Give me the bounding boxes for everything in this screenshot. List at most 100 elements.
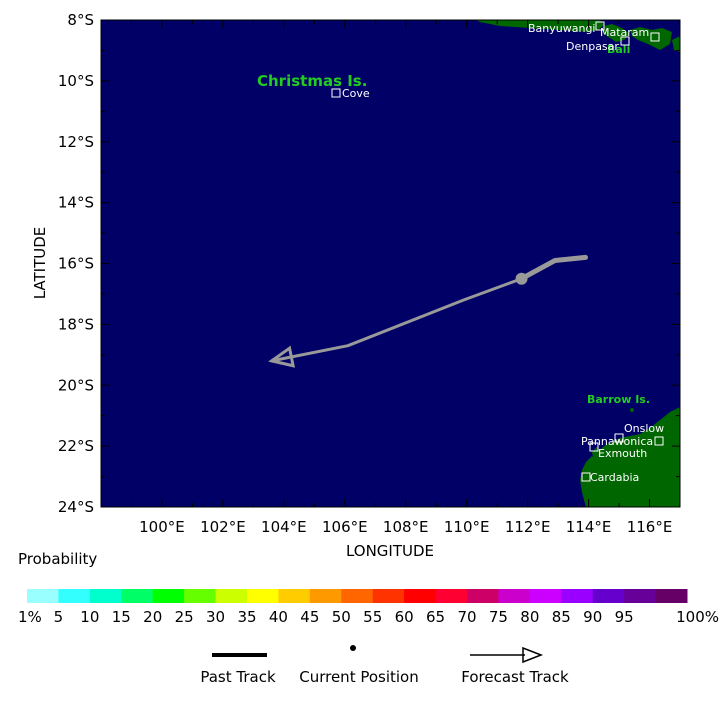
legend-scale-label: 65	[426, 608, 445, 626]
lat-tick-label: 14°S	[58, 194, 94, 212]
legend-color-swatch	[372, 589, 405, 603]
lat-tick-label: 20°S	[58, 376, 94, 394]
place-label-barrow: Barrow Is.	[587, 393, 650, 406]
legend-scale-label: 5	[54, 608, 64, 626]
lon-tick-label: 110°E	[444, 518, 490, 536]
legend-scale-label: 95	[615, 608, 634, 626]
legend-color-swatch	[184, 589, 217, 603]
legend-color-swatch	[341, 589, 374, 603]
legend-color-swatch	[592, 589, 625, 603]
legend-title: Probability	[18, 550, 97, 568]
place-label-exmouth: Exmouth	[598, 447, 647, 460]
legend-scale-label: 50	[332, 608, 351, 626]
legend-scale-label: 55	[363, 608, 382, 626]
past-track-line	[519, 254, 589, 282]
legend-scale-label: 45	[300, 608, 319, 626]
current-position-marker	[515, 272, 528, 285]
legend-scale-label: 1%	[18, 608, 42, 626]
lon-tick-label: 114°E	[566, 518, 612, 536]
lat-tick-label: 22°S	[58, 437, 94, 455]
legend-scale-label: 20	[143, 608, 162, 626]
legend-color-swatch	[404, 589, 437, 603]
land-australia	[580, 407, 680, 507]
current-position-key-label: Current Position	[299, 668, 419, 686]
legend-color-swatch	[498, 589, 531, 603]
lon-tick-label: 100°E	[139, 518, 185, 536]
forecast-track-key-label: Forecast Track	[461, 668, 569, 686]
legend-color-swatch	[529, 589, 562, 603]
lat-tick-label: 8°S	[67, 11, 94, 29]
city-marker-cardabia	[581, 472, 591, 482]
legend-color-swatch	[655, 589, 688, 603]
lon-tick-label: 116°E	[627, 518, 673, 536]
legend-scale-label: 100%	[676, 608, 719, 626]
legend-color-swatch	[467, 589, 499, 603]
past-track-key-label: Past Track	[200, 668, 276, 686]
place-label-banyuwangi: Banyuwangi	[528, 22, 596, 35]
legend-scale-label: 10	[80, 608, 99, 626]
lat-tick-label: 12°S	[58, 133, 94, 151]
x-axis-label: LONGITUDE	[346, 542, 434, 560]
place-label-denpasar: Denpasar	[566, 40, 619, 53]
legend-color-swatch	[89, 589, 122, 603]
lat-tick-label: 18°S	[58, 315, 94, 333]
lon-tick-label: 112°E	[505, 518, 551, 536]
ocean-area	[101, 20, 680, 507]
legend-color-swatch	[247, 589, 279, 603]
place-label-onslow: Onslow	[624, 422, 664, 435]
place-labels: Christmas Is. Barrow Is. Bali Cove Banyuwang…	[257, 21, 664, 484]
land-group	[476, 20, 680, 507]
lat-tick-label: 10°S	[58, 72, 94, 90]
lon-tick-label: 104°E	[261, 518, 307, 536]
city-marker-exmouth	[589, 442, 599, 452]
legend-color-swatch	[561, 589, 594, 603]
place-label-cardabia: Cardabia	[590, 471, 639, 484]
forecast-track-line	[271, 277, 523, 363]
place-label-mataram: Mataram	[600, 26, 649, 39]
legend-color-swatch	[624, 589, 657, 603]
place-label-cove: Cove	[342, 87, 370, 100]
legend-color-swatch	[152, 589, 185, 603]
legend-scale-label: 40	[269, 608, 288, 626]
legend-scale-label: 90	[583, 608, 602, 626]
legend-scale-label: 25	[175, 608, 194, 626]
legend-scale-label: 30	[206, 608, 225, 626]
legend-color-swatch	[435, 589, 468, 603]
legend-scale-label: 60	[395, 608, 414, 626]
legend-scale-label: 15	[112, 608, 131, 626]
city-marker-denpasar	[620, 36, 630, 46]
legend-color-swatch	[121, 589, 154, 603]
legend-scale-label: 70	[457, 608, 476, 626]
land-java	[476, 20, 604, 32]
storm-tracks	[268, 254, 589, 368]
forecast-track-key-arrowhead	[522, 646, 544, 664]
lon-tick-label: 102°E	[200, 518, 246, 536]
legend-scale-label: 75	[489, 608, 508, 626]
lat-tick-label: 16°S	[58, 255, 94, 273]
legend-color-swatch	[215, 589, 248, 603]
land-barrow-island	[630, 408, 634, 412]
land-sumbawa	[672, 36, 680, 52]
place-label-bali: Bali	[607, 43, 630, 56]
map-axes: 8°S 10°S 12°S 14°S 16°S 18°S 20°S 22°S 24°S 100°E…	[31, 11, 681, 560]
city-marker-mataram	[650, 32, 660, 42]
city-marker-banyuwangi	[595, 21, 605, 31]
place-label-pannawonica: Pannawonica	[581, 435, 653, 448]
place-label-christmas: Christmas Is.	[257, 72, 367, 90]
y-axis-label: LATITUDE	[31, 227, 49, 300]
forecast-arrowhead	[268, 345, 296, 368]
legend-color-swatch	[309, 589, 342, 603]
lon-tick-label: 108°E	[383, 518, 429, 536]
legend-scale-label: 80	[520, 608, 539, 626]
legend-scale-label: 85	[552, 608, 571, 626]
current-position-key-dot	[350, 645, 356, 651]
legend-color-swatch	[58, 589, 91, 603]
city-marker-cove	[331, 88, 341, 98]
city-marker-onslow	[614, 433, 624, 443]
city-marker-pannawonica	[654, 436, 664, 446]
legend-color-swatch	[278, 589, 311, 603]
lon-tick-label: 106°E	[322, 518, 368, 536]
legend-color-swatch	[27, 589, 59, 603]
probability-legend: Probability 1% 5 10 15 20 25 30 35 40 45 50 55 60 65 70…	[18, 550, 719, 686]
